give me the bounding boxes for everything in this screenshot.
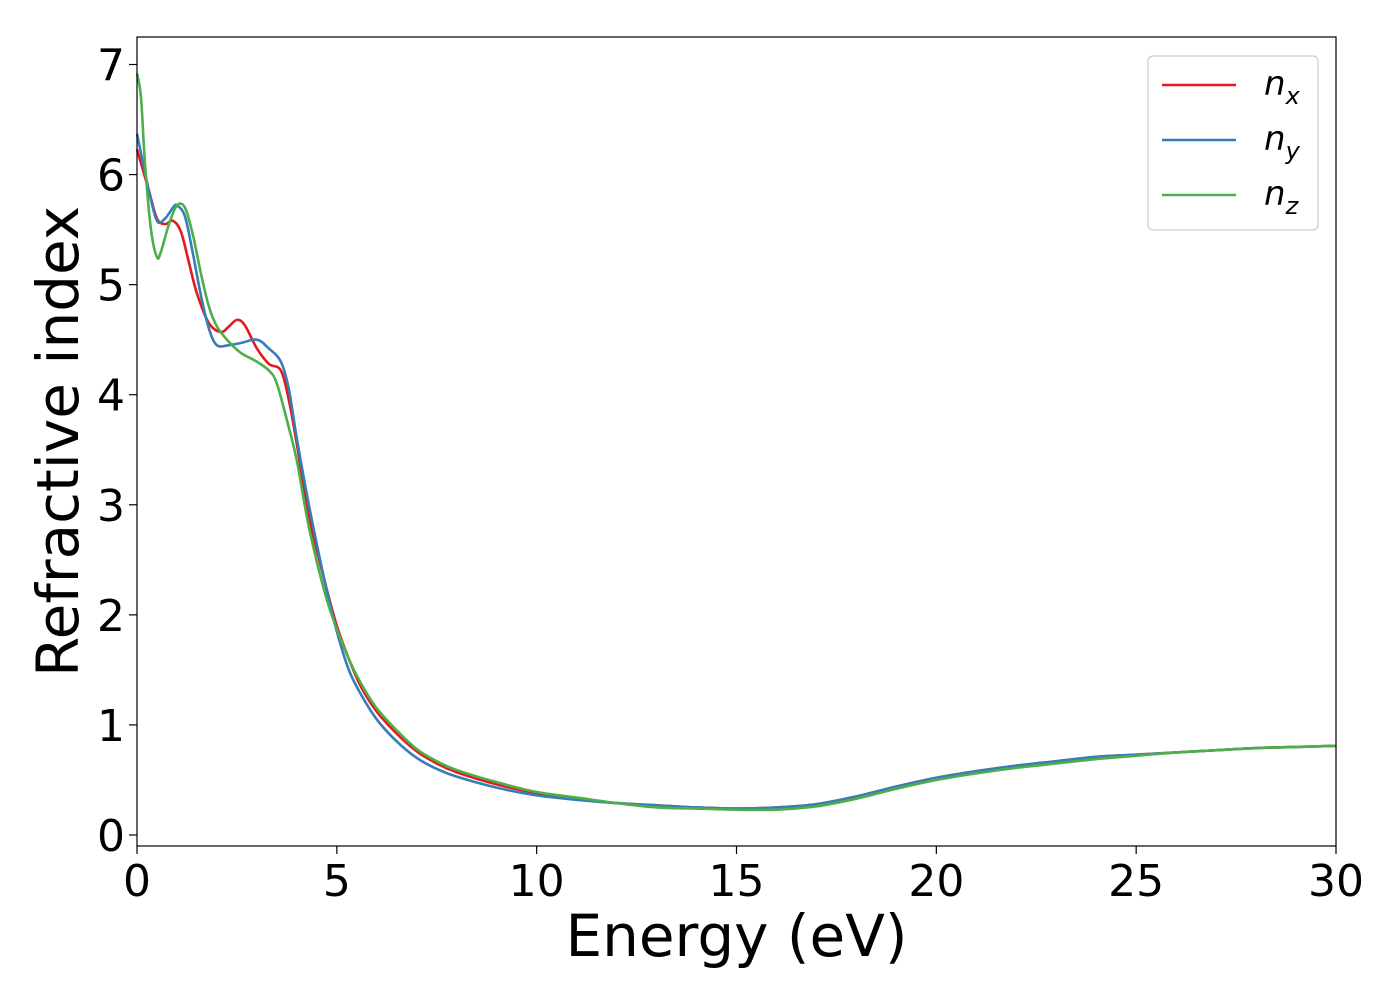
x-tick-label: 0 (123, 856, 151, 907)
legend-label-x: nx (1264, 64, 1301, 110)
legend: nx ny nz (1147, 55, 1319, 231)
x-tick-label: 30 (1308, 856, 1364, 907)
y-tick-label: 5 (97, 261, 125, 312)
y-tick-label: 1 (97, 701, 125, 752)
plot-lines (135, 73, 1337, 812)
x-tick-label: 5 (323, 856, 351, 907)
y-tick-label: 4 (97, 371, 125, 422)
y-axis-title: Refractive index (24, 206, 92, 677)
y-tick-label: 2 (97, 591, 125, 642)
x-tick-label: 10 (509, 856, 565, 907)
legend-label-y: ny (1264, 119, 1301, 165)
y-tick-label: 6 (97, 151, 125, 202)
x-tick-label: 25 (1108, 856, 1164, 907)
x-tick-label: 20 (908, 856, 964, 907)
y-tick-label: 0 (97, 811, 125, 862)
y-axis-ticks: 0 1 2 3 4 5 6 7 (97, 41, 137, 862)
legend-label-z: nz (1264, 174, 1300, 220)
x-axis-ticks: 0 5 10 15 20 25 30 (123, 846, 1364, 907)
legend-box (1147, 55, 1319, 231)
x-axis-title: Energy (eV) (565, 902, 907, 970)
series-line-y (135, 133, 1337, 810)
x-tick-label: 15 (709, 856, 765, 907)
y-tick-label: 3 (97, 481, 125, 532)
series-line-z (135, 73, 1337, 812)
y-tick-label: 7 (97, 41, 125, 92)
